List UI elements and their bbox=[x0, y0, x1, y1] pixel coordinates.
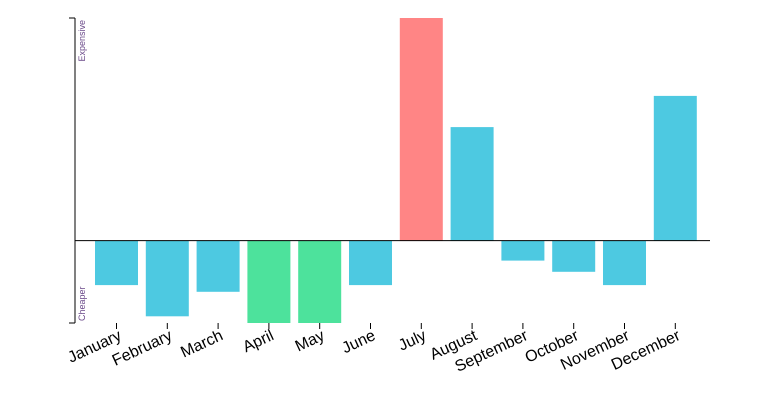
y-axis-cheaper-label: Cheaper bbox=[77, 286, 87, 321]
bar-august bbox=[450, 127, 494, 241]
bar-may bbox=[298, 240, 342, 323]
bar-april bbox=[247, 240, 291, 323]
bar-january bbox=[95, 240, 138, 286]
bars-group bbox=[95, 18, 697, 323]
y-axis bbox=[69, 17, 76, 324]
bar-february bbox=[145, 240, 189, 317]
bar-june bbox=[349, 240, 392, 286]
bar-december bbox=[653, 95, 697, 241]
x-tick-label-june: June bbox=[340, 327, 379, 357]
bar-november bbox=[603, 240, 646, 286]
x-tick-label-may: May bbox=[293, 327, 328, 355]
x-tick-label-april: April bbox=[240, 327, 276, 356]
bar-september bbox=[501, 240, 545, 261]
x-tick-label-march: March bbox=[178, 327, 225, 361]
y-axis-expensive-label: Expensive bbox=[77, 20, 87, 62]
bar-july bbox=[399, 18, 443, 241]
bar-october bbox=[552, 240, 596, 272]
x-tick-label-july: July bbox=[396, 327, 429, 354]
bar-march bbox=[196, 240, 240, 292]
